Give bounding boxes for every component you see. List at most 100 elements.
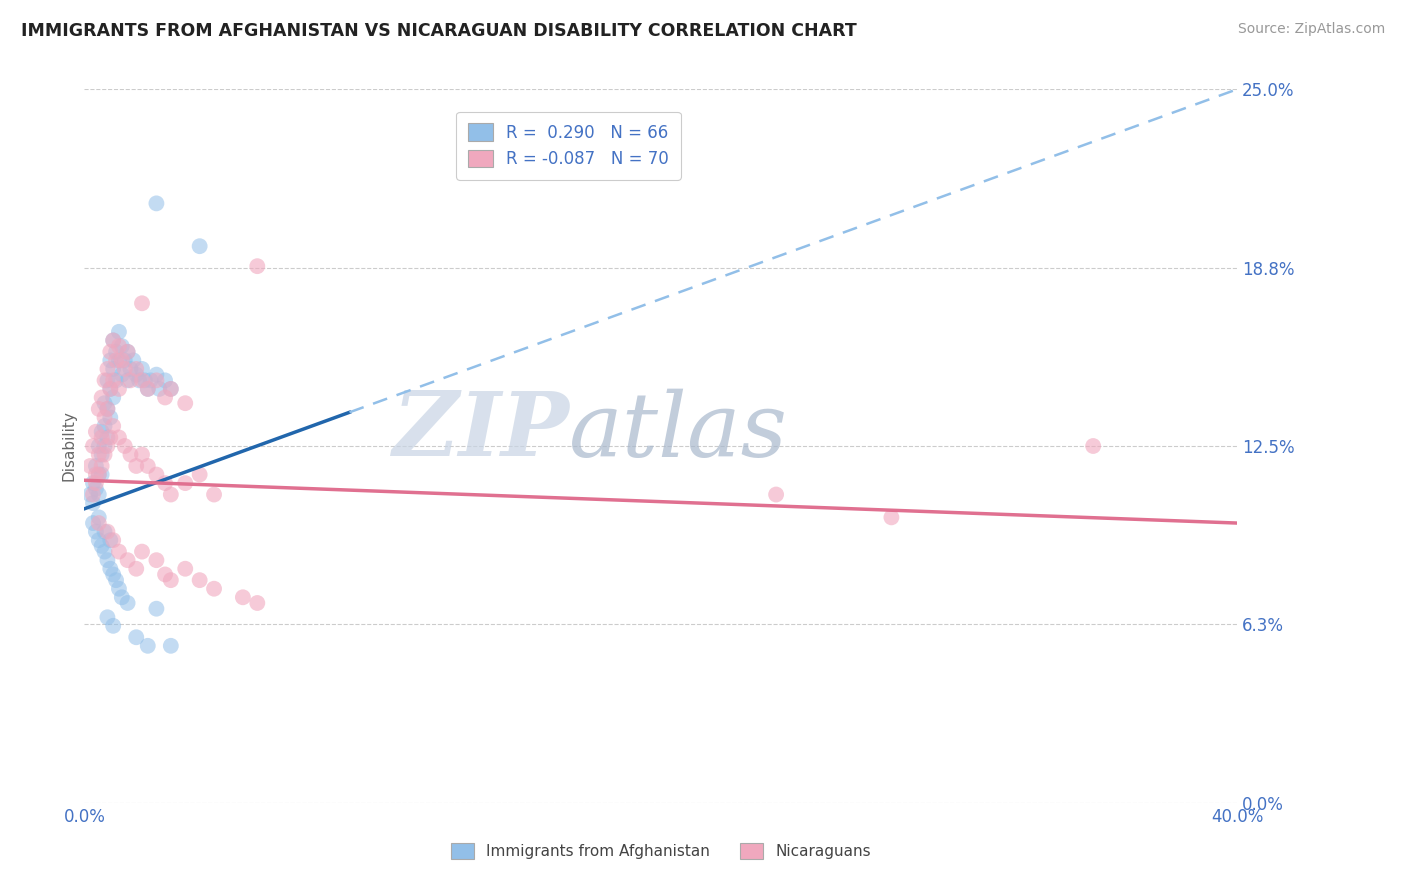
Point: [90, 448, 112, 462]
Point: [96, 362, 118, 376]
Point: [84, 482, 107, 496]
Point: [105, 573, 128, 587]
Point: [93, 396, 115, 410]
Point: [131, 448, 153, 462]
Point: [90, 430, 112, 444]
Point: [84, 467, 107, 482]
Point: [93, 373, 115, 387]
Point: [87, 533, 110, 548]
Point: [111, 591, 134, 605]
Point: [111, 339, 134, 353]
Point: [246, 596, 269, 610]
Point: [174, 562, 197, 576]
Point: [145, 368, 167, 382]
Point: [117, 373, 139, 387]
Point: [98, 382, 121, 396]
Point: [90, 539, 112, 553]
Point: [79, 458, 101, 473]
Point: [114, 439, 136, 453]
Point: [202, 582, 225, 596]
Point: [87, 510, 110, 524]
Y-axis label: Disability: Disability: [60, 410, 76, 482]
Point: [145, 373, 167, 387]
Point: [148, 382, 170, 396]
Point: [96, 439, 118, 453]
Point: [131, 362, 153, 376]
Point: [174, 396, 197, 410]
Point: [90, 458, 112, 473]
Point: [87, 439, 110, 453]
Point: [117, 596, 139, 610]
Point: [765, 487, 787, 501]
Point: [125, 458, 148, 473]
Point: [93, 410, 115, 425]
Point: [117, 344, 139, 359]
Point: [93, 544, 115, 558]
Point: [96, 373, 118, 387]
Point: [174, 476, 197, 491]
Point: [84, 425, 107, 439]
Point: [145, 467, 167, 482]
Text: atlas: atlas: [568, 388, 787, 475]
Point: [105, 353, 128, 368]
Point: [84, 524, 107, 539]
Point: [82, 439, 104, 453]
Point: [188, 239, 211, 253]
Point: [96, 553, 118, 567]
Point: [103, 373, 124, 387]
Point: [90, 467, 112, 482]
Point: [114, 353, 136, 368]
Point: [108, 544, 131, 558]
Point: [117, 553, 139, 567]
Point: [90, 425, 112, 439]
Point: [111, 353, 134, 368]
Point: [96, 524, 118, 539]
Point: [103, 419, 124, 434]
Point: [131, 544, 153, 558]
Point: [103, 334, 124, 348]
Point: [105, 373, 128, 387]
Point: [87, 487, 110, 501]
Point: [103, 619, 124, 633]
Point: [111, 368, 134, 382]
Point: [232, 591, 254, 605]
Point: [131, 373, 153, 387]
Point: [145, 601, 167, 615]
Point: [87, 467, 110, 482]
Point: [153, 567, 176, 582]
Point: [98, 533, 121, 548]
Point: [87, 516, 110, 530]
Legend: Immigrants from Afghanistan, Nicaraguans: Immigrants from Afghanistan, Nicaraguans: [443, 835, 879, 866]
Point: [120, 448, 142, 462]
Text: ZIP: ZIP: [392, 389, 568, 475]
Point: [125, 562, 148, 576]
Point: [108, 382, 131, 396]
Point: [153, 391, 176, 405]
Point: [96, 430, 118, 444]
Point: [136, 458, 159, 473]
Point: [136, 639, 159, 653]
Point: [96, 610, 118, 624]
Point: [188, 467, 211, 482]
Point: [108, 339, 131, 353]
Point: [87, 401, 110, 416]
Point: [1083, 439, 1105, 453]
Point: [105, 344, 128, 359]
Point: [98, 344, 121, 359]
Point: [98, 430, 121, 444]
Point: [108, 325, 131, 339]
Point: [145, 196, 167, 211]
Point: [96, 401, 118, 416]
Point: [108, 430, 131, 444]
Point: [136, 382, 159, 396]
Point: [125, 630, 148, 644]
Text: Source: ZipAtlas.com: Source: ZipAtlas.com: [1237, 22, 1385, 37]
Point: [103, 362, 124, 376]
Point: [120, 373, 142, 387]
Point: [153, 373, 176, 387]
Point: [103, 391, 124, 405]
Point: [82, 476, 104, 491]
Point: [880, 510, 903, 524]
Point: [120, 362, 142, 376]
Point: [90, 391, 112, 405]
